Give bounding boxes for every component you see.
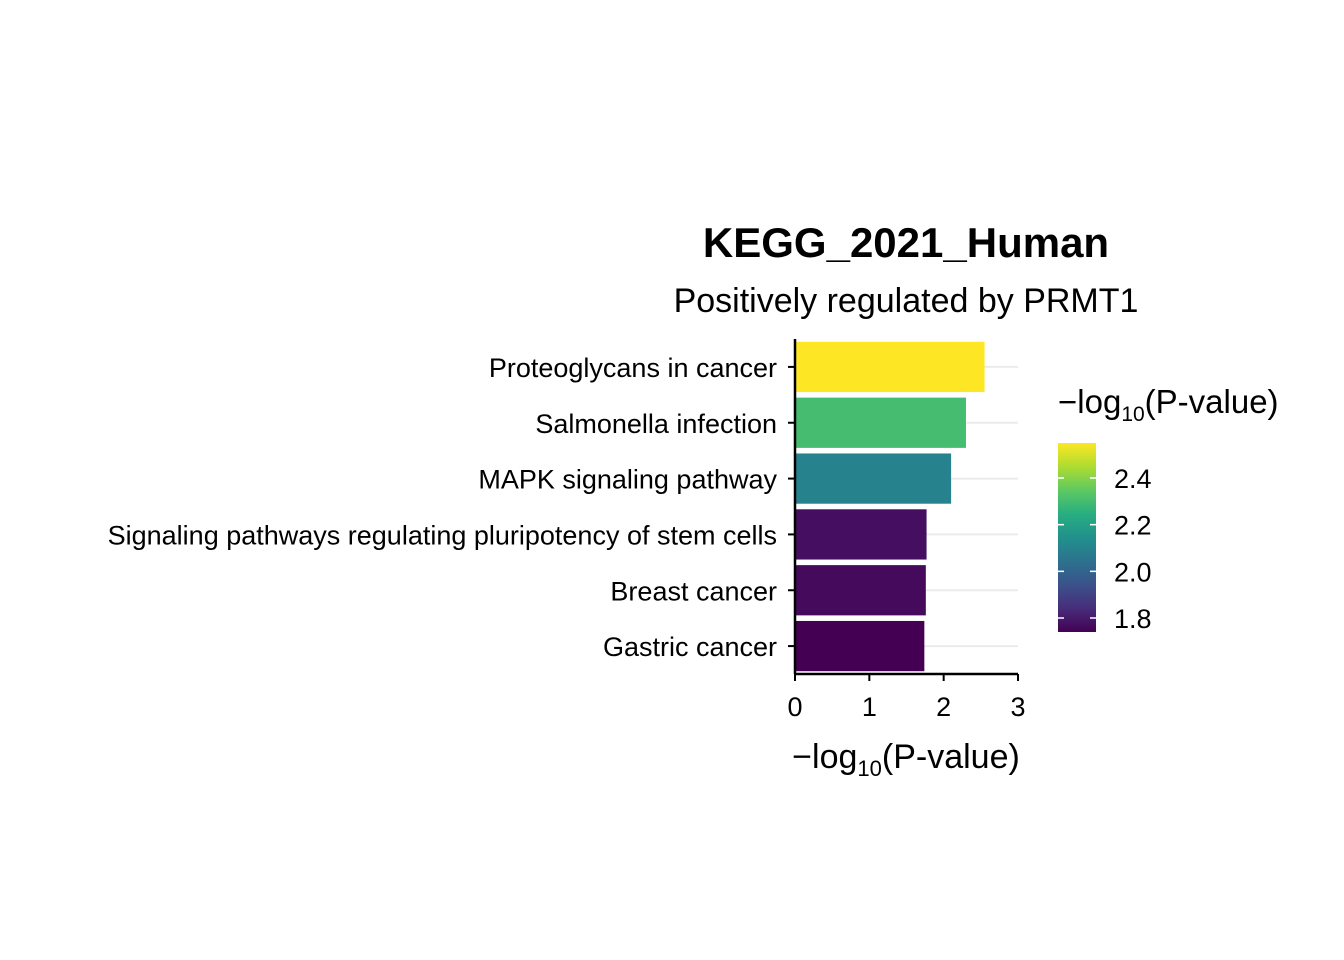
bar xyxy=(795,565,926,616)
color-legend: −log10(P-value) 1.8 2.0 2.2 2.4 xyxy=(1058,383,1279,634)
category-label: Breast cancer xyxy=(610,576,777,606)
colorbar-label: 1.8 xyxy=(1114,604,1152,634)
legend-title-subscript: 10 xyxy=(1121,403,1144,426)
colorbar-label: 2.0 xyxy=(1114,557,1152,587)
colorbar xyxy=(1058,443,1096,632)
category-labels: Proteoglycans in cancer Salmonella infect… xyxy=(108,353,795,662)
category-label: MAPK signaling pathway xyxy=(478,465,777,495)
bar xyxy=(795,453,952,504)
colorbar-ticks: 1.8 2.0 2.2 2.4 xyxy=(1058,464,1152,634)
x-axis-title-suffix: (P-value) xyxy=(882,738,1020,776)
category-label: Salmonella infection xyxy=(535,409,777,439)
bars xyxy=(795,341,985,672)
legend-title: −log10(P-value) xyxy=(1058,383,1279,426)
category-label: Signaling pathways regulating pluripoten… xyxy=(108,520,777,550)
bar xyxy=(795,397,966,448)
x-tick-label: 1 xyxy=(862,692,877,722)
colorbar-label: 2.4 xyxy=(1114,464,1152,494)
x-tick-label: 2 xyxy=(936,692,951,722)
legend-title-prefix: −log xyxy=(1058,383,1121,420)
x-axis-ticks: 0 1 2 3 xyxy=(787,674,1026,722)
x-axis-title: −log10(P-value) xyxy=(792,738,1020,781)
x-tick-label: 3 xyxy=(1010,692,1025,722)
colorbar-label: 2.2 xyxy=(1114,511,1152,541)
x-axis-title-subscript: 10 xyxy=(857,756,881,781)
bar xyxy=(795,341,985,393)
category-label: Proteoglycans in cancer xyxy=(489,353,777,383)
legend-title-suffix: (P-value) xyxy=(1145,383,1279,420)
bar xyxy=(795,509,927,560)
category-label: Gastric cancer xyxy=(603,632,777,662)
chart-title: KEGG_2021_Human xyxy=(703,219,1109,266)
x-axis-title-prefix: −log xyxy=(792,738,857,776)
x-tick-label: 0 xyxy=(787,692,802,722)
chart-subtitle: Positively regulated by PRMT1 xyxy=(674,282,1139,320)
bar xyxy=(795,620,925,672)
